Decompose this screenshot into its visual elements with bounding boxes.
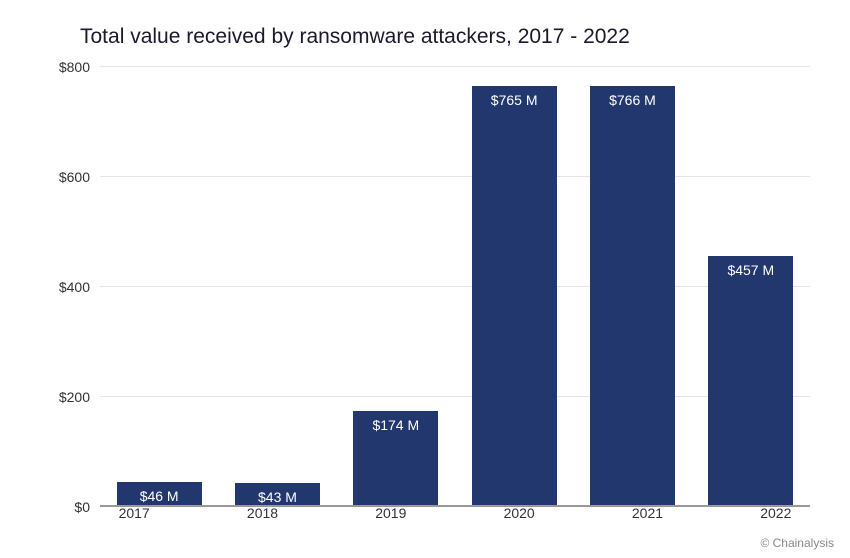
bars-group: $46 M $43 M $174 M $765 M $766 M $457 M [100,67,810,507]
y-tick-label: $800 [59,59,100,75]
bar: $766 M [590,86,675,507]
bar: $43 M [235,483,320,507]
bar-value-label: $46 M [140,482,179,504]
attribution-text: © Chainalysis [760,536,834,550]
bar: $457 M [708,256,793,507]
y-tick-label: $600 [59,169,100,185]
x-axis-labels: 201720182019202020212022 [70,505,840,521]
bar-value-label: $43 M [258,483,297,505]
bar-value-label: $457 M [727,256,774,278]
chart-title: Total value received by ransomware attac… [30,20,820,49]
y-tick-label: $400 [59,279,100,295]
bar-slot: $174 M [337,67,455,507]
x-tick-label: 2020 [455,505,583,521]
bar-value-label: $766 M [609,86,656,108]
plot-area: $0$200$400$600$800 $46 M$43 M$174 M$765 … [100,67,810,507]
bar-slot: $765 M [455,67,573,507]
bar-value-label: $765 M [491,86,538,108]
bar-slot: $43 M [218,67,336,507]
bar-slot: $46 M [100,67,218,507]
bar-slot: $457 M [692,67,810,507]
x-tick-label: 2018 [198,505,326,521]
y-tick-label: $200 [59,389,100,405]
bar: $46 M [117,482,202,507]
bar-slot: $766 M [573,67,691,507]
bar: $174 M [353,411,438,507]
x-tick-label: 2022 [712,505,840,521]
bar: $765 M [472,86,557,507]
x-tick-label: 2021 [583,505,711,521]
bar-value-label: $174 M [372,411,419,433]
x-tick-label: 2019 [327,505,455,521]
x-tick-label: 2017 [70,505,198,521]
chart-container: Total value received by ransomware attac… [0,0,850,558]
